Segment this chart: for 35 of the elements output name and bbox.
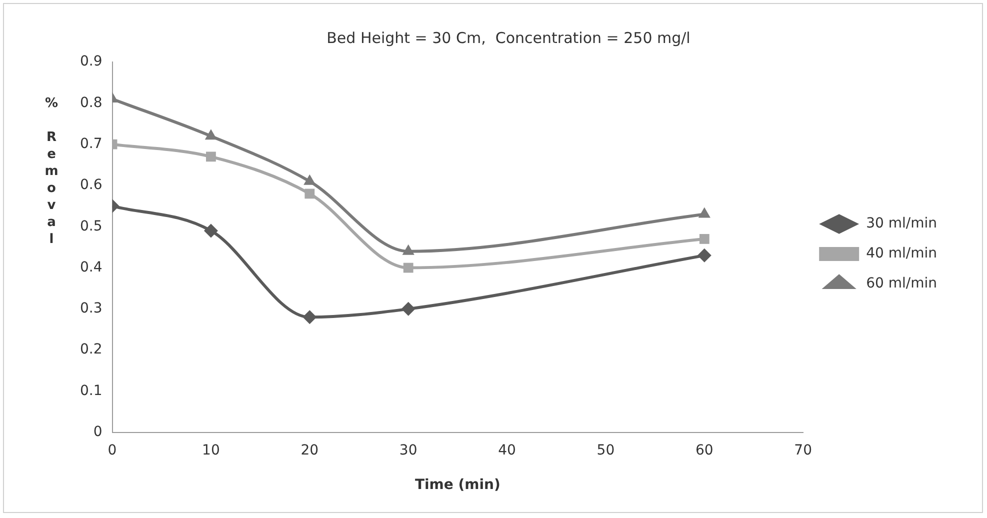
legend-label: 40 ml/min	[866, 246, 938, 262]
y-axis-title: % Removal	[44, 96, 59, 249]
legend-label: 30 ml/min	[866, 216, 938, 232]
point	[204, 129, 218, 140]
point	[698, 207, 710, 218]
point	[304, 188, 315, 199]
point	[697, 248, 712, 262]
point	[204, 224, 218, 238]
y-tick-label: 0.7	[80, 136, 102, 152]
y-tick-label: 0.3	[80, 300, 102, 317]
x-tick-label: 40	[498, 442, 516, 458]
point	[304, 174, 316, 185]
legend-label: 60 ml/min	[866, 276, 938, 292]
point	[403, 262, 414, 273]
x-tick-label: 0	[108, 442, 117, 458]
y-tick-label: 0.5	[80, 218, 102, 234]
y-tick-label: 0.1	[80, 382, 102, 399]
chart-title: Bed Height = 30 Cm, Concentration = 250 mg/l	[326, 28, 690, 47]
point	[699, 234, 710, 244]
x-tick-label: 10	[202, 442, 220, 458]
y-tick-label: 0.2	[80, 342, 102, 358]
x-tick-label: 70	[794, 442, 812, 458]
point	[401, 302, 416, 316]
x-tick-label: 50	[596, 442, 615, 458]
x-tick-label: 60	[695, 442, 714, 458]
x-tick-label: 30	[399, 442, 418, 458]
y-tick-label: 0	[93, 424, 102, 440]
x-axis-title: Time (min)	[414, 477, 500, 494]
point	[206, 152, 216, 162]
point	[302, 310, 317, 324]
y-tick-label: 0.6	[80, 177, 102, 194]
y-tick-label: 0.9	[80, 54, 102, 70]
y-tick-label: 0.8	[80, 94, 102, 111]
x-tick-label: 20	[300, 442, 319, 458]
y-tick-label: 0.4	[80, 259, 102, 276]
